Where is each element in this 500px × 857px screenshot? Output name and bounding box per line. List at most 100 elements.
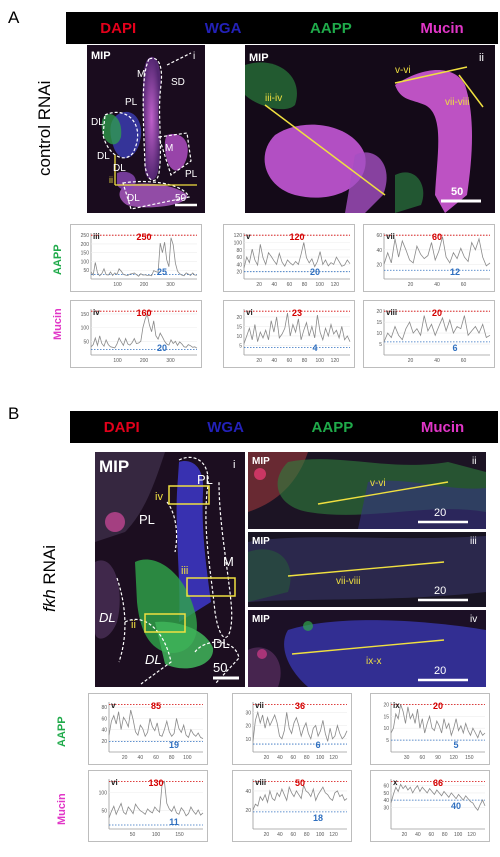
image-b-ii-roman: ii (472, 456, 476, 467)
panel-a-letter: A (8, 8, 20, 27)
region-label-pl: PL (185, 169, 198, 180)
plot-roman-label: iv (93, 308, 100, 317)
image-i-mip-label: MIP (91, 50, 111, 62)
plot-y-tick-label: 20 (236, 315, 242, 321)
box-label-iv: iv (155, 491, 163, 503)
plot-y-tick-label: 5 (379, 342, 382, 348)
plot-y-tick-label: 20 (376, 309, 382, 315)
plot-baseline-value: 4 (312, 343, 317, 353)
plot-x-tick-label: 120 (331, 282, 340, 288)
plot-intensity-trace (108, 780, 204, 819)
legend-wga: WGA (204, 19, 242, 37)
plot-x-tick-label: 60 (287, 282, 293, 288)
legend-aapp: AAPP (311, 418, 354, 436)
plot-peak-value: 66 (433, 778, 443, 788)
region-label-dl: DL (145, 652, 162, 667)
plot-y-tick-label: 60 (236, 255, 242, 261)
plot-x-tick-label: 20 (408, 358, 414, 364)
plot-x-tick-label: 200 (140, 282, 149, 288)
plot-x-tick-label: 100 (454, 832, 463, 838)
plot-x-tick-label: 60 (287, 358, 293, 364)
panel-b-row-label-mucin: Mucin (56, 793, 68, 825)
legend-aapp: AAPP (310, 19, 352, 37)
plot-x-tick-label: 100 (183, 755, 192, 761)
plot-x-tick-label: 60 (153, 755, 159, 761)
plot-x-tick-label: 80 (304, 832, 310, 838)
plot-roman-label: iii (93, 232, 100, 241)
plot-a-vi: 20 15 10 5 20 40 60 80 100 120 vi 23 4 (223, 300, 355, 368)
plot-x-tick-label: 20 (264, 832, 270, 838)
plot-x-tick-label: 20 (122, 755, 128, 761)
plot-intensity-trace (383, 315, 491, 343)
plot-y-tick-label: 150 (81, 251, 90, 257)
plot-peak-value: 160 (136, 308, 151, 318)
region-label-m: M (223, 554, 234, 569)
image-ii-roman: ii (479, 52, 484, 64)
box-label-iii: iii (181, 565, 188, 577)
plot-y-tick-label: 20 (245, 808, 251, 814)
plot-x-tick-label: 100 (113, 358, 122, 364)
plot-baseline-value: 19 (169, 740, 179, 750)
plot-y-tick-label: 60 (101, 716, 107, 722)
plot-roman-label: v (111, 701, 116, 710)
legend-dapi: DAPI (103, 418, 140, 436)
line-label-v-vi: v-vi (395, 65, 411, 76)
plot-peak-value: 20 (432, 308, 442, 318)
plot-peak-value: 20 (433, 701, 443, 711)
plot-x-tick-label: 80 (302, 358, 308, 364)
plot-y-tick-label: 80 (236, 248, 242, 254)
panel-a-row-label-mucin: Mucin (52, 308, 64, 340)
plot-x-tick-label: 200 (140, 358, 149, 364)
plot-a-vii: 60 40 20 20 40 60 vii 60 12 (363, 224, 495, 292)
region-label-dl: DL (127, 193, 140, 204)
plot-y-tick-label: 150 (81, 312, 90, 318)
plot-intensity-trace (108, 709, 204, 739)
plot-roman-label: vi (111, 778, 118, 787)
image-b-ii-scale-label: 20 (434, 507, 446, 519)
image-b-iii-mip-label: MIP (252, 536, 270, 547)
plot-b-vi: 100 50 50 100 150 vi 130 11 (88, 770, 208, 842)
plot-y-tick-label: 40 (376, 248, 382, 254)
plot-y-tick-label: 30 (245, 710, 251, 716)
panel-b-image-i: MIP i PL PL M DL DL DL iv iii ii 50 (95, 452, 245, 687)
region-label-dl: DL (213, 636, 230, 651)
region-label-dl: DL (97, 151, 110, 162)
panel-a-channel-legend: DAPI WGA AAPP Mucin (66, 12, 498, 44)
plot-baseline-value: 18 (313, 813, 323, 823)
plot-baseline-value: 11 (169, 817, 179, 827)
plot-y-tick-label: 40 (245, 789, 251, 795)
plot-x-tick-label: 60 (420, 755, 426, 761)
plot-roman-label: viii (255, 778, 266, 787)
panel-b-image-ii: MIP ii v-vi 20 (248, 452, 486, 529)
plot-intensity-trace (90, 312, 198, 349)
plot-intensity-trace (243, 242, 351, 269)
plot-x-tick-label: 50 (130, 832, 136, 838)
plot-y-tick-label: 100 (81, 326, 90, 332)
plot-peak-value: 120 (289, 232, 304, 242)
plot-x-tick-label: 40 (277, 755, 283, 761)
image-b-ii-mip-label: MIP (252, 456, 270, 467)
plot-x-tick-label: 100 (152, 832, 161, 838)
plot-x-tick-label: 20 (264, 755, 270, 761)
plot-y-tick-label: 10 (383, 726, 389, 732)
plot-y-tick-label: 40 (383, 798, 389, 804)
plot-x-tick-label: 40 (138, 755, 144, 761)
plot-x-tick-label: 40 (415, 832, 421, 838)
plot-b-v: 80 60 40 20 20 40 60 80 100 v 85 19 (88, 693, 208, 765)
plot-baseline-value: 20 (310, 267, 320, 277)
panel-b-image-iii: MIP iii vii-viii 20 (248, 532, 486, 607)
plot-x-tick-label: 300 (166, 358, 175, 364)
region-label-dl: DL (91, 117, 104, 128)
image-b-iii-roman: iii (470, 536, 477, 547)
region-label-m: M (137, 69, 145, 80)
plot-intensity-trace (390, 704, 486, 739)
plot-y-tick-label: 20 (383, 702, 389, 708)
plot-y-tick-label: 60 (383, 784, 389, 790)
image-b-iv-mip-label: MIP (252, 614, 270, 625)
plot-y-tick-label: 200 (81, 242, 90, 248)
plot-y-tick-label: 10 (245, 737, 251, 743)
plot-b-x: 60 50 40 30 20 40 60 80 100 120 x 66 40 (370, 770, 490, 842)
plot-x-tick-label: 60 (461, 282, 467, 288)
plot-roman-label: vii (255, 701, 264, 710)
image-b-iv-roman: iv (470, 614, 477, 625)
